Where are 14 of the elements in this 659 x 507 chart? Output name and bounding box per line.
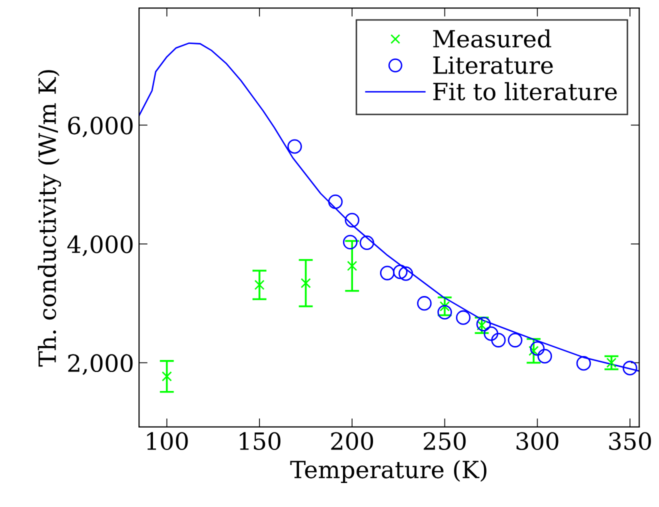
y-axis-title: Th. conductivity (W/m K) (38, 70, 62, 367)
x-tick-label: 100 (147, 432, 188, 450)
x-tick-label: 200 (331, 432, 374, 450)
x-tick-label: 350 (609, 432, 651, 450)
legend-label: Literature (433, 56, 553, 74)
y-tick-label: 4,000 (67, 235, 133, 256)
x-axis-title: Temperature (K) (290, 460, 486, 484)
y-tick-label: 2,000 (68, 354, 133, 375)
y-tick-label: 6,000 (68, 116, 133, 138)
x-tick-label: 150 (240, 432, 280, 450)
x-tick-label: 250 (424, 432, 466, 450)
legend-label: Fit to literature (433, 82, 617, 100)
legend-label: Measured (433, 29, 552, 48)
x-tick-label: 300 (516, 432, 558, 450)
